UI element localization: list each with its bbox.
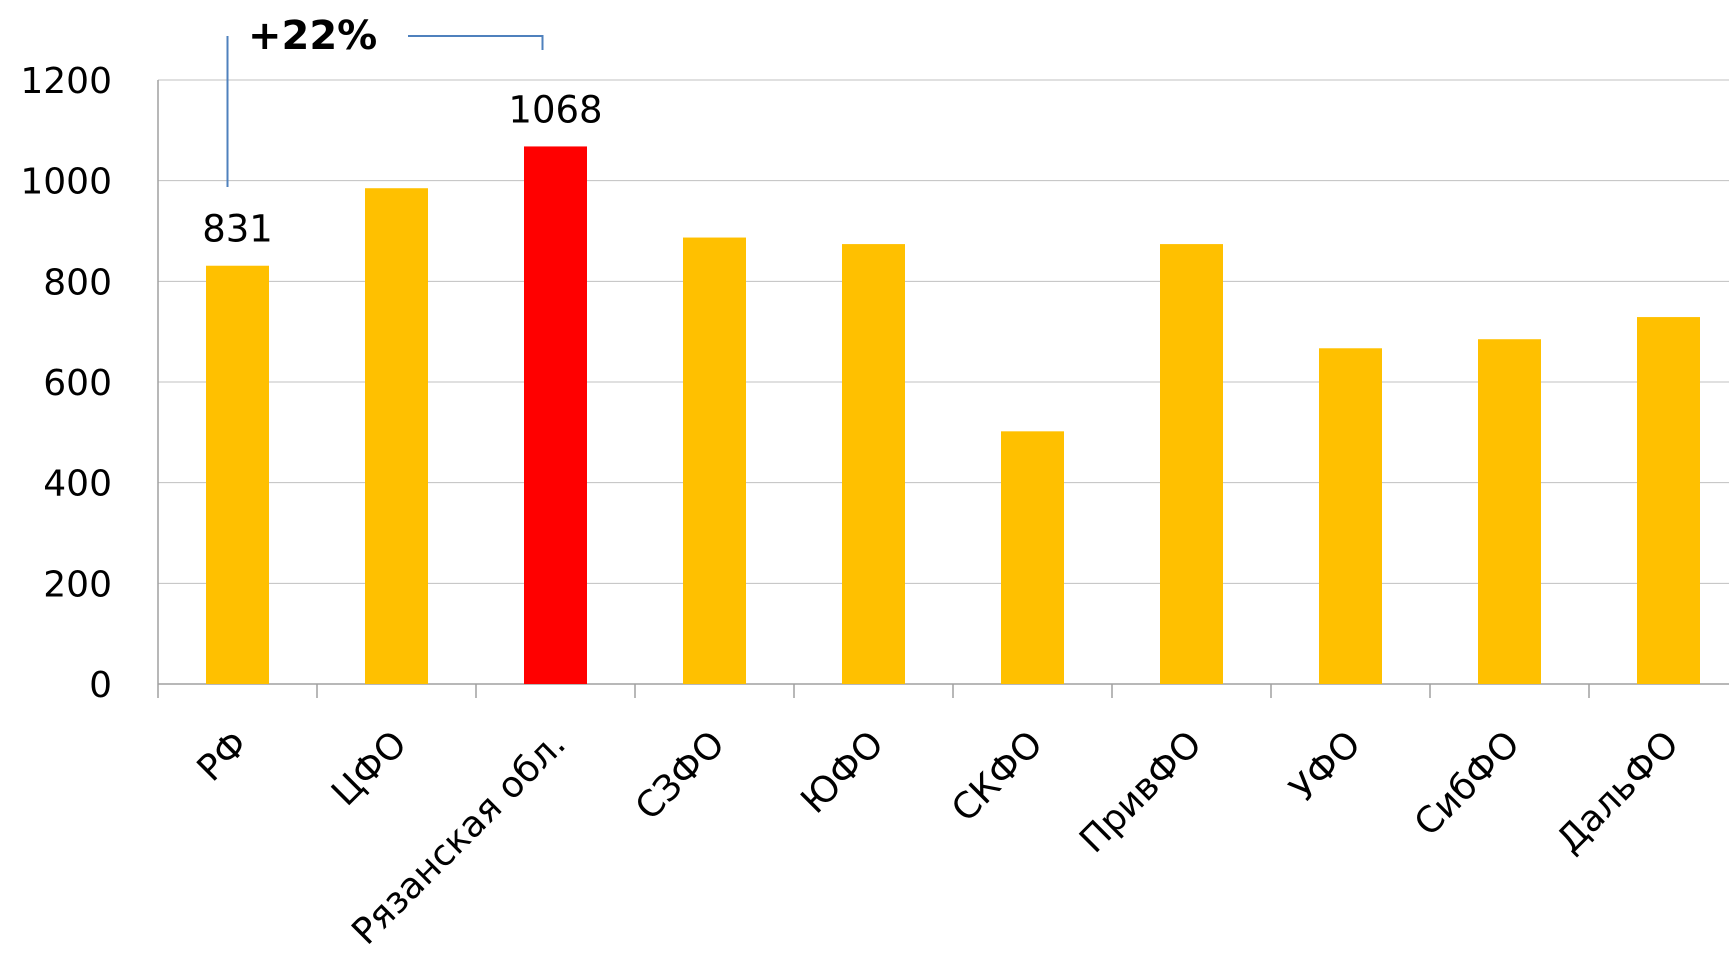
bar — [365, 188, 428, 684]
bar — [683, 238, 746, 684]
x-tick-label: СКФО — [944, 723, 1051, 830]
bar — [524, 146, 587, 684]
x-tick-label: СЗФО — [628, 723, 733, 828]
bar — [1001, 431, 1064, 684]
bar — [1160, 244, 1223, 684]
data-label: 1068 — [508, 88, 602, 131]
x-tick-label: РФ — [190, 723, 256, 789]
y-tick-label: 400 — [43, 464, 112, 505]
y-tick-label: 1200 — [20, 61, 112, 102]
bar — [1319, 348, 1382, 684]
x-tick-label: ЮФО — [793, 723, 891, 821]
bar — [1637, 317, 1700, 684]
y-tick-label: 600 — [43, 363, 112, 404]
x-tick-label: ЦФО — [324, 723, 415, 814]
x-tick-label: ПривФО — [1072, 723, 1210, 861]
percent-annotation: +22% — [228, 13, 543, 187]
x-tick-label: ДальФО — [1549, 723, 1687, 861]
x-tick-label: УФО — [1282, 723, 1368, 809]
y-axis: 0 200 400 600 800 1000 1200 — [20, 61, 158, 706]
x-tick-label: СибФО — [1407, 723, 1528, 844]
y-tick-label: 1000 — [20, 162, 112, 203]
y-tick-label: 0 — [89, 665, 112, 706]
y-tick-label: 800 — [43, 262, 112, 303]
data-label: 831 — [202, 208, 273, 251]
annotation-bracket-right — [408, 36, 543, 50]
annotation-label: +22% — [248, 13, 377, 59]
bar — [842, 244, 905, 684]
bar — [206, 266, 269, 684]
bars — [206, 146, 1700, 684]
bar — [1478, 339, 1541, 684]
y-tick-label: 200 — [43, 564, 112, 605]
